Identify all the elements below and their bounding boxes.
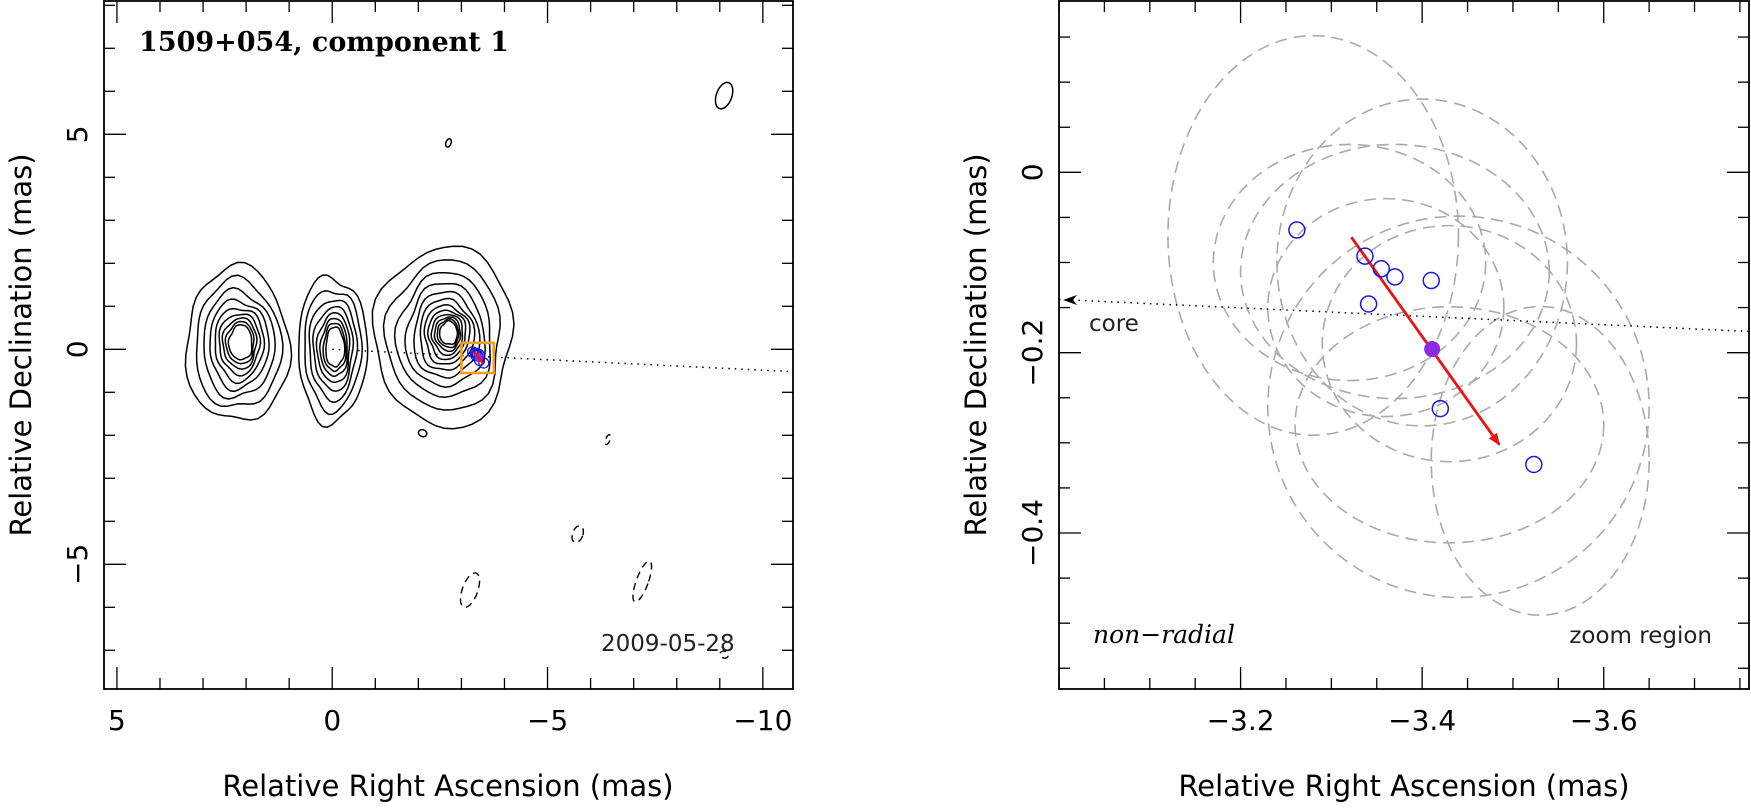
left-x-tick-label: 5 xyxy=(108,704,126,737)
left-x-axis-label: Relative Right Ascension (mas) xyxy=(222,769,673,803)
contour-level xyxy=(319,317,348,378)
component-position-marker xyxy=(1386,268,1404,286)
contour-level xyxy=(227,324,253,361)
core-direction-line xyxy=(1059,298,1749,333)
contour-level xyxy=(304,290,364,416)
left-x-tick-label: 0 xyxy=(323,704,341,737)
uncertainty-ellipse xyxy=(1267,215,1650,599)
right-panel-zoom: −3.2 −3.4 −3.6 0 −0.2 −0.4 core non−radial zo… xyxy=(959,0,1750,803)
contour-level xyxy=(325,326,346,368)
right-plot-area xyxy=(1059,34,1749,617)
left-axis-ticks: 5 0 −5 −10 −5 0 5 xyxy=(61,1,793,737)
contour-level xyxy=(209,298,270,393)
left-title: 1509+054, component 1 xyxy=(139,27,509,58)
motion-type-label: non−radial xyxy=(1093,620,1235,649)
small-contour xyxy=(714,81,734,110)
contour-level xyxy=(430,313,464,357)
contour-level xyxy=(221,317,258,370)
right-y-tick-label: −0.4 xyxy=(1016,499,1049,567)
right-x-axis-label: Relative Right Ascension (mas) xyxy=(1178,769,1629,803)
core-direction-line xyxy=(332,348,793,373)
left-y-tick-label: 0 xyxy=(61,340,94,358)
contour-level xyxy=(224,320,255,365)
left-x-tick-label: −10 xyxy=(733,704,792,737)
uncertainty-ellipse xyxy=(1294,305,1605,544)
component-position-marker xyxy=(1525,455,1543,474)
uncertainty-ellipse xyxy=(1321,224,1578,463)
contour-level xyxy=(184,261,293,421)
component-position-marker xyxy=(1372,260,1391,278)
left-plot-frame xyxy=(103,0,794,690)
contour-level xyxy=(195,274,284,408)
contour-blob-right xyxy=(371,245,515,430)
core-direction-arrowhead xyxy=(1063,294,1077,305)
left-panel-contour-map: 5 0 −5 −10 −5 0 5 1509+054, component 1 2009-0… xyxy=(4,0,794,803)
contour-level xyxy=(438,319,459,345)
contour-blob-center xyxy=(298,274,369,428)
zoom-region-label: zoom region xyxy=(1569,623,1712,649)
contour-level xyxy=(404,282,486,388)
right-y-axis-label: Relative Declination (mas) xyxy=(959,153,993,536)
contour-blob-left xyxy=(184,261,293,421)
contour-level xyxy=(322,322,347,373)
component-position-marker xyxy=(1356,247,1374,265)
left-y-tick-label: 5 xyxy=(61,125,94,143)
right-plot-frame xyxy=(1058,0,1750,690)
negative-contour xyxy=(632,560,653,603)
left-plot-area xyxy=(184,81,793,659)
motion-vector-arrow xyxy=(1350,236,1501,446)
right-x-tick-label: −3.6 xyxy=(1570,704,1638,737)
uncertainty-ellipse xyxy=(1167,34,1460,436)
negative-contour xyxy=(459,572,481,609)
component-position-marker xyxy=(1288,221,1306,239)
zoom-region-box xyxy=(460,341,496,375)
contour-level xyxy=(426,309,467,361)
small-contour xyxy=(417,428,428,438)
component-position-marker xyxy=(1431,399,1450,418)
contour-level xyxy=(436,318,460,349)
contour-level xyxy=(218,313,262,377)
uncertainty-ellipse xyxy=(1212,143,1487,382)
contour-level xyxy=(298,274,369,428)
contour-level xyxy=(308,299,359,404)
contour-level xyxy=(419,297,476,371)
contour-level xyxy=(214,307,266,385)
negative-contour xyxy=(571,525,585,544)
component-position-marker xyxy=(1422,271,1440,290)
right-x-tick-label: −3.2 xyxy=(1207,704,1275,737)
left-x-tick-label: −5 xyxy=(527,704,568,737)
right-axis-ticks: −3.2 −3.4 −3.6 0 −0.2 −0.4 xyxy=(1016,1,1749,737)
left-y-tick-label: −5 xyxy=(61,544,94,585)
left-motion-vector xyxy=(473,350,484,365)
core-label: core xyxy=(1089,311,1139,337)
right-x-tick-label: −3.4 xyxy=(1388,704,1456,737)
left-component-marker xyxy=(478,357,490,369)
contour-level xyxy=(371,245,515,430)
negative-contour xyxy=(719,650,730,659)
uncertainty-ellipse xyxy=(1239,143,1551,400)
contour-level xyxy=(315,312,351,384)
mean-position-marker xyxy=(1424,341,1441,358)
contour-level xyxy=(433,316,462,353)
uncertainty-ellipse xyxy=(1276,98,1569,427)
right-y-tick-label: 0 xyxy=(1016,163,1049,181)
component-position-marker xyxy=(1359,295,1378,313)
small-contour xyxy=(444,138,453,148)
right-y-tick-label: −0.2 xyxy=(1016,319,1049,387)
left-y-axis-label: Relative Declination (mas) xyxy=(4,153,38,536)
contour-level xyxy=(423,303,471,365)
uncertainty-ellipse xyxy=(1267,197,1505,418)
negative-contour xyxy=(604,433,612,446)
contour-level xyxy=(203,286,276,400)
left-date-label: 2009-05-28 xyxy=(601,631,735,657)
contour-level xyxy=(382,259,501,411)
contour-level xyxy=(393,271,491,399)
contour-level xyxy=(312,305,355,392)
